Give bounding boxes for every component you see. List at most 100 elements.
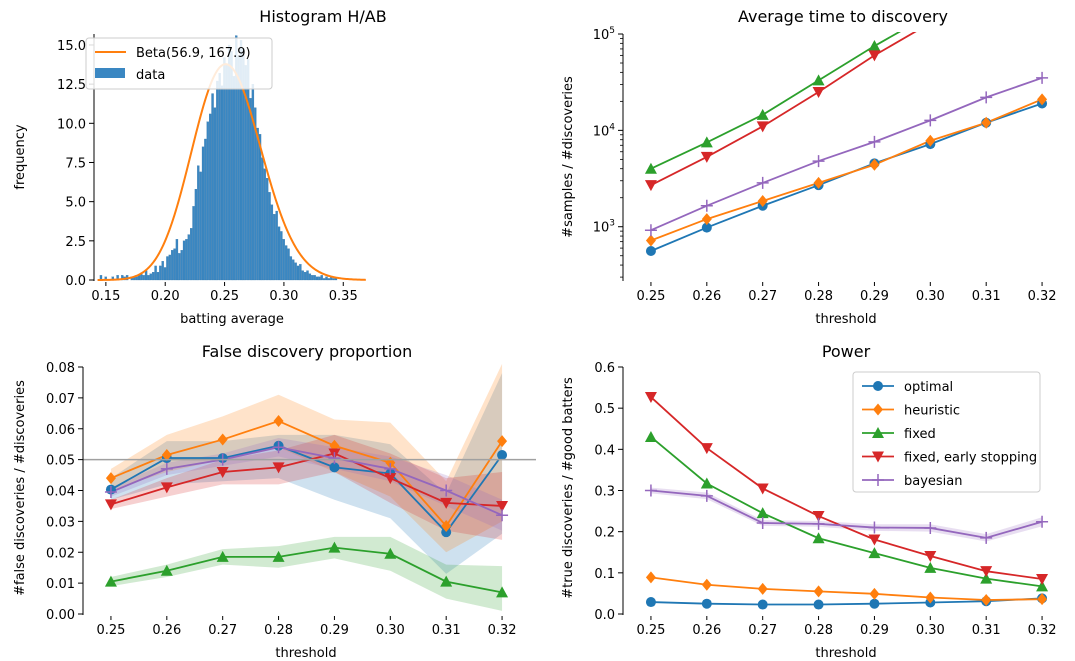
data-point-heuristic: [925, 591, 936, 604]
histogram-bar: [163, 267, 167, 281]
legend-label-optimal: optimal: [904, 380, 953, 395]
x-tick-label: 0.20: [151, 289, 180, 304]
chart-title: Power: [822, 342, 871, 361]
histogram-bar: [211, 93, 214, 281]
data-point-bayesian: [868, 521, 881, 534]
data-point-heuristic: [701, 578, 712, 591]
legend: Beta(56.9, 167.9) data: [85, 37, 273, 90]
histogram-bar: [303, 272, 307, 281]
series-line-bayesian: [650, 489, 1043, 539]
data-point-fixed: [328, 541, 341, 553]
data-point-heuristic: [869, 587, 880, 600]
histogram-bar: [142, 275, 145, 281]
data-point-fixed: [812, 532, 825, 544]
y-axis-label: #false discoveries / #discoveries: [13, 380, 28, 596]
histogram-bar: [284, 245, 288, 281]
data-point-bayesian: [756, 517, 769, 530]
data-point-fixed_early: [756, 121, 769, 133]
data-point-heuristic: [701, 213, 712, 226]
y-tick-label: 0.6: [594, 361, 615, 376]
data-point-fixed: [700, 477, 713, 489]
histogram-bar: [185, 239, 188, 281]
histogram-bar: [254, 107, 257, 281]
data-point-bayesian: [160, 462, 173, 475]
y-tick-label: 103: [593, 219, 615, 236]
y-tick-label: 0.04: [46, 485, 75, 500]
data-point-fixed: [216, 550, 229, 562]
x-tick-label: 0.27: [748, 289, 777, 304]
data-point-fixed_early: [980, 566, 993, 578]
data-point-bayesian: [328, 452, 341, 465]
data-point-heuristic: [441, 520, 452, 533]
data-point-fixed: [496, 586, 509, 598]
series-line-fixed: [650, 436, 1043, 588]
data-point-heuristic: [105, 472, 116, 485]
histogram-bar: [173, 248, 176, 281]
data-point-optimal: [701, 222, 712, 233]
legend-label-fit: Beta(56.9, 167.9): [136, 46, 251, 61]
histogram-bar: [201, 146, 205, 281]
histogram-bar: [223, 57, 226, 281]
histogram-bar: [161, 261, 164, 281]
data-point-bayesian: [812, 517, 825, 530]
data-point-fixed: [104, 575, 117, 587]
data-point-heuristic: [813, 585, 824, 598]
data-point-optimal: [497, 449, 508, 460]
histogram-bar: [235, 35, 238, 281]
legend-label-heuristic: heuristic: [904, 404, 960, 419]
y-tick-label: 2.5: [65, 235, 86, 250]
y-tick-label: 0.05: [46, 454, 75, 469]
legend-marker-bayesian: [872, 474, 884, 486]
data-point-fixed_early: [700, 151, 713, 163]
histogram-bar: [263, 168, 266, 281]
data-point-bayesian: [924, 521, 937, 534]
time-to-discovery-panel: 0.25 0.26 0.27 0.28 0.29 0.30 0.31 0.32 103 104 10…: [561, 7, 1057, 327]
x-tick-label: 0.25: [636, 623, 665, 638]
series-line-heuristic: [650, 576, 1043, 601]
data-point-fixed: [440, 575, 453, 587]
data-point-fixed_early: [812, 87, 825, 99]
histogram-bar: [178, 253, 181, 281]
data-point-fixed: [1036, 580, 1049, 592]
data-point-fixed: [644, 162, 657, 174]
x-tick-label: 0.25: [96, 623, 125, 638]
confidence-band-fixed_early: [110, 434, 503, 540]
histogram-bar: [213, 107, 217, 281]
series-line-heuristic: [110, 420, 503, 528]
data-point-fixed: [868, 547, 881, 559]
histogram-bar: [289, 256, 293, 281]
data-point-fixed: [644, 430, 657, 442]
chart-title: Average time to discovery: [738, 7, 948, 26]
data-point-fixed_early: [868, 534, 881, 546]
data-point-fixed_early: [440, 497, 453, 509]
histogram-bar: [306, 270, 309, 281]
data-point-bayesian: [980, 531, 993, 544]
histogram-bar: [171, 250, 174, 281]
histogram-bar: [194, 188, 198, 281]
histogram-bar: [204, 138, 207, 281]
y-tick-label: 0.3: [594, 485, 615, 500]
y-tick-label: 0.02: [46, 546, 75, 561]
data-point-bayesian: [384, 462, 397, 475]
histogram-bar: [308, 273, 312, 281]
data-point-bayesian: [272, 441, 285, 454]
histogram-bar: [270, 204, 274, 281]
data-point-optimal: [441, 527, 452, 538]
y-tick-label: 104: [593, 122, 616, 139]
histogram-bar: [275, 210, 278, 281]
x-tick-label: 0.31: [972, 623, 1001, 638]
x-tick-label: 0.30: [376, 623, 405, 638]
series-line-fixed: [650, 32, 902, 170]
x-tick-label: 0.29: [860, 623, 889, 638]
data-point-bayesian: [1036, 515, 1049, 528]
data-point-fixed: [924, 561, 937, 573]
histogram-bar: [280, 231, 283, 281]
chart-title: False discovery proportion: [202, 342, 413, 361]
histogram-bar: [209, 113, 212, 281]
data-point-optimal: [757, 599, 768, 610]
histogram-bar: [135, 276, 138, 281]
y-tick-label: 10.0: [57, 117, 86, 132]
y-tick-label: 0.07: [46, 392, 75, 407]
x-tick-label: 0.28: [264, 623, 293, 638]
